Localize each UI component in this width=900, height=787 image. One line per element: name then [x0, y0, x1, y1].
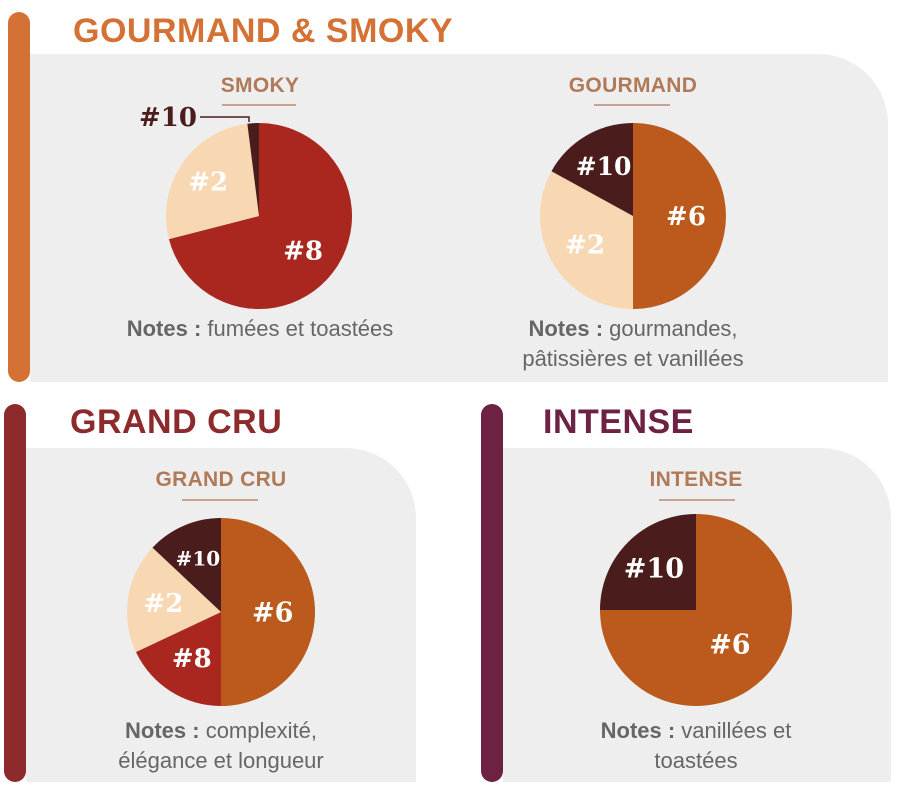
pie-slice-n6 [221, 518, 315, 706]
slice-label-n10: #10 [176, 547, 221, 571]
section-accent-bar-gourmand-smoky [8, 12, 30, 382]
notes-label: Notes : [126, 316, 202, 341]
notes-label: Notes : [600, 718, 676, 743]
chart-intense: INTENSE Notes : vanillées et toastées [566, 468, 826, 778]
notes-label: Notes : [125, 718, 200, 743]
leader-line [200, 116, 250, 122]
pie-smoky: #8 #2 #10 [139, 103, 352, 309]
chart-title-grand-cru: GRAND CRU [155, 468, 287, 491]
chart-notes-grand-cru: Notes : complexité, élégance et longueur [86, 716, 356, 776]
slice-label-n2: #2 [565, 231, 605, 261]
chart-notes-gourmand: Notes : gourmandes, pâtissières et vanil… [490, 314, 776, 374]
slice-label-n8: #8 [283, 236, 323, 266]
pie-slice-n8 [135, 612, 221, 706]
notes-text: vanillées et toastées [654, 718, 792, 773]
slice-label-n10: #10 [624, 553, 684, 584]
notes-text: fumées et toastées [201, 316, 394, 341]
chart-title-underline [182, 499, 258, 501]
pie-slice-n10 [551, 123, 633, 216]
section-title-intense: INTENSE [543, 403, 694, 441]
pie-slice-n6 [633, 123, 726, 309]
notes-text: gourmandes, pâtissières et vanillées [522, 316, 744, 371]
slice-label-n2: #2 [143, 589, 183, 619]
slice-label-n6: #6 [252, 598, 293, 629]
pie-slice-n2 [165, 123, 259, 240]
chart-grand-cru: GRAND CRU Notes : complexité, élégance e… [86, 468, 356, 778]
notes-label: Notes : [528, 316, 604, 341]
pie-gourmand: #6 #2 #10 [539, 123, 726, 309]
section-accent-bar-grand-cru [4, 404, 26, 782]
chart-title-underline [594, 104, 670, 106]
chart-gourmand: GOURMAND Notes : gourmandes, pâtissières… [490, 74, 776, 374]
chart-title-intense: INTENSE [649, 468, 743, 491]
section-accent-bar-intense [481, 404, 503, 782]
pie-slice-n8 [168, 123, 352, 309]
notes-text: complexité, élégance et longueur [118, 718, 324, 773]
chart-notes-smoky: Notes : fumées et toastées [110, 314, 410, 344]
section-title-gourmand-smoky: GOURMAND & SMOKY [73, 12, 454, 50]
pie-slice-n10 [152, 518, 221, 612]
pie-slice-n10 [600, 514, 696, 610]
section-title-grand-cru: GRAND CRU [70, 403, 283, 441]
chart-title-underline [659, 499, 735, 501]
chart-title-smoky: SMOKY [220, 74, 300, 97]
pie-intense: #6 #10 [600, 514, 792, 706]
slice-label-n6: #6 [666, 202, 706, 232]
chart-title-underline [222, 104, 296, 106]
slice-label-n8: #8 [172, 644, 212, 674]
pie-slice-n2 [127, 547, 221, 653]
chart-notes-intense: Notes : vanillées et toastées [566, 716, 826, 776]
pie-grand-cru: #6 #8 #2 #10 [127, 518, 315, 706]
pie-slice-n10 [247, 122, 259, 216]
slice-label-n2: #2 [188, 168, 228, 198]
slice-label-n10: #10 [139, 103, 197, 133]
slice-label-n6: #6 [709, 629, 750, 660]
chart-title-gourmand: GOURMAND [568, 74, 698, 97]
chart-smoky: SMOKY Notes : fumées et toastées [110, 74, 410, 374]
pie-slice-n2 [539, 171, 633, 309]
slice-label-n10: #10 [576, 152, 632, 181]
